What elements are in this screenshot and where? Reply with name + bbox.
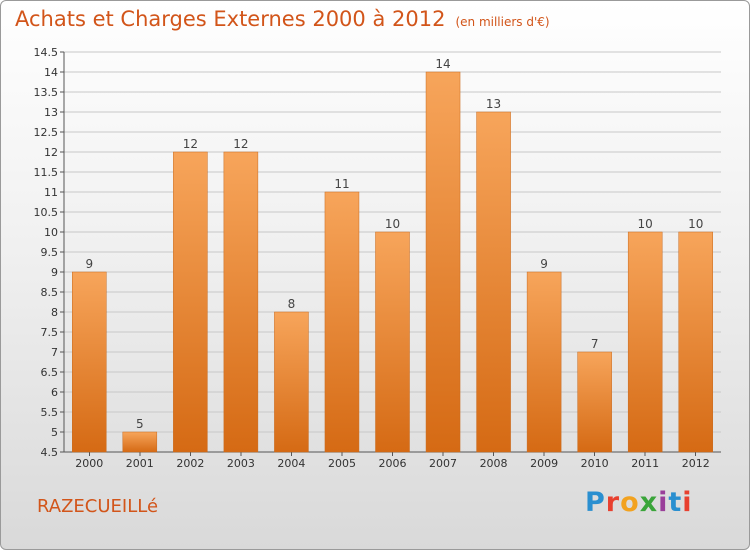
y-tick-label: 10	[44, 226, 58, 239]
y-tick-label: 14.5	[34, 46, 59, 59]
bar-value-label: 13	[486, 97, 501, 111]
bar	[375, 231, 410, 453]
y-tick-label: 5	[51, 426, 58, 439]
chart-title-text: Achats et Charges Externes 2000 à 2012	[15, 7, 446, 31]
bar-value-label: 10	[385, 217, 400, 231]
y-tick-label: 4.5	[41, 446, 59, 459]
bar-value-label: 11	[334, 177, 349, 191]
labels: 4.5 5 5.5 6 6.5 7 7.5 8 8.5 9 9.5 10 10.5 11 11.5 12 12.…	[34, 46, 710, 470]
y-tick-label: 11	[44, 186, 58, 199]
chart-title: Achats et Charges Externes 2000 à 2012 (e…	[15, 7, 550, 31]
x-tick-label: 2009	[530, 457, 558, 470]
x-tick-label: 2008	[480, 457, 508, 470]
x-tick-label: 2005	[328, 457, 356, 470]
x-tick-label: 2012	[682, 457, 710, 470]
bar	[223, 151, 259, 453]
bar	[72, 271, 107, 453]
y-tick-label: 11.5	[34, 166, 59, 179]
y-tick-label: 12	[44, 146, 58, 159]
bar	[526, 271, 562, 453]
x-tick-label: 2011	[631, 457, 659, 470]
logo-letter: i	[682, 487, 693, 518]
y-tick-label: 13.5	[34, 86, 59, 99]
y-tick-label: 7	[51, 346, 58, 359]
x-tick-label: 2006	[379, 457, 407, 470]
bar	[678, 231, 713, 453]
bar-value-label: 9	[85, 257, 93, 271]
chart-unit-text: (en milliers d'€)	[455, 15, 550, 29]
bar-value-label: 12	[233, 137, 248, 151]
bar	[324, 191, 360, 453]
bar-value-label: 12	[183, 137, 198, 151]
y-tick-label: 6.5	[41, 366, 59, 379]
bar	[627, 231, 663, 453]
y-tick-label: 10.5	[34, 206, 59, 219]
bar	[577, 351, 612, 453]
x-tick-label: 2007	[429, 457, 457, 470]
bar-value-label: 9	[540, 257, 548, 271]
logo-letter: r	[605, 487, 621, 518]
bar-value-label: 10	[638, 217, 653, 231]
bar	[274, 311, 309, 453]
proxiti-logo: Proxiti	[585, 487, 693, 518]
y-tick-label: 12.5	[34, 126, 59, 139]
logo-letter: i	[658, 487, 669, 518]
y-tick-label: 9	[51, 266, 58, 279]
logo-letter: o	[620, 487, 640, 518]
y-tick-label: 7.5	[41, 326, 59, 339]
logo-letter: t	[668, 487, 683, 518]
x-tick-label: 2002	[176, 457, 204, 470]
bar	[122, 431, 158, 453]
logo-letter: x	[639, 487, 659, 518]
y-tick-label: 13	[44, 106, 58, 119]
bar	[425, 71, 461, 453]
bar-value-label: 7	[591, 337, 599, 351]
x-tick-label: 2003	[227, 457, 255, 470]
bar-value-label: 10	[688, 217, 703, 231]
x-tick-label: 2004	[277, 457, 305, 470]
commune-name: RAZECUEILLé	[37, 496, 159, 517]
bar-value-label: 14	[435, 57, 450, 71]
bar	[476, 111, 511, 453]
bar-value-label: 8	[288, 297, 296, 311]
y-tick-label: 8	[51, 306, 58, 319]
x-tick-label: 2010	[581, 457, 609, 470]
x-tick-label: 2001	[126, 457, 154, 470]
y-tick-label: 6	[51, 386, 58, 399]
x-tick-label: 2000	[75, 457, 103, 470]
y-tick-label: 8.5	[41, 286, 59, 299]
bar-value-label: 5	[136, 417, 144, 431]
y-tick-label: 14	[44, 66, 58, 79]
logo-letter: P	[585, 487, 606, 518]
y-tick-label: 5.5	[41, 406, 59, 419]
bars	[72, 71, 713, 453]
y-tick-label: 9.5	[41, 246, 59, 259]
bar	[173, 151, 208, 453]
